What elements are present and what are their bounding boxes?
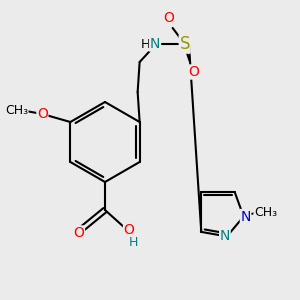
Text: N: N	[149, 37, 160, 51]
Text: CH₃: CH₃	[254, 206, 277, 219]
Text: CH₃: CH₃	[5, 103, 28, 116]
Text: O: O	[163, 11, 174, 25]
Text: O: O	[74, 226, 84, 240]
Text: N: N	[240, 209, 251, 224]
Text: S: S	[179, 35, 190, 53]
Text: H: H	[128, 236, 138, 248]
Text: H: H	[141, 38, 150, 50]
Text: N: N	[220, 230, 230, 243]
Text: O: O	[188, 65, 199, 79]
Text: O: O	[37, 107, 48, 121]
Text: O: O	[124, 223, 134, 237]
